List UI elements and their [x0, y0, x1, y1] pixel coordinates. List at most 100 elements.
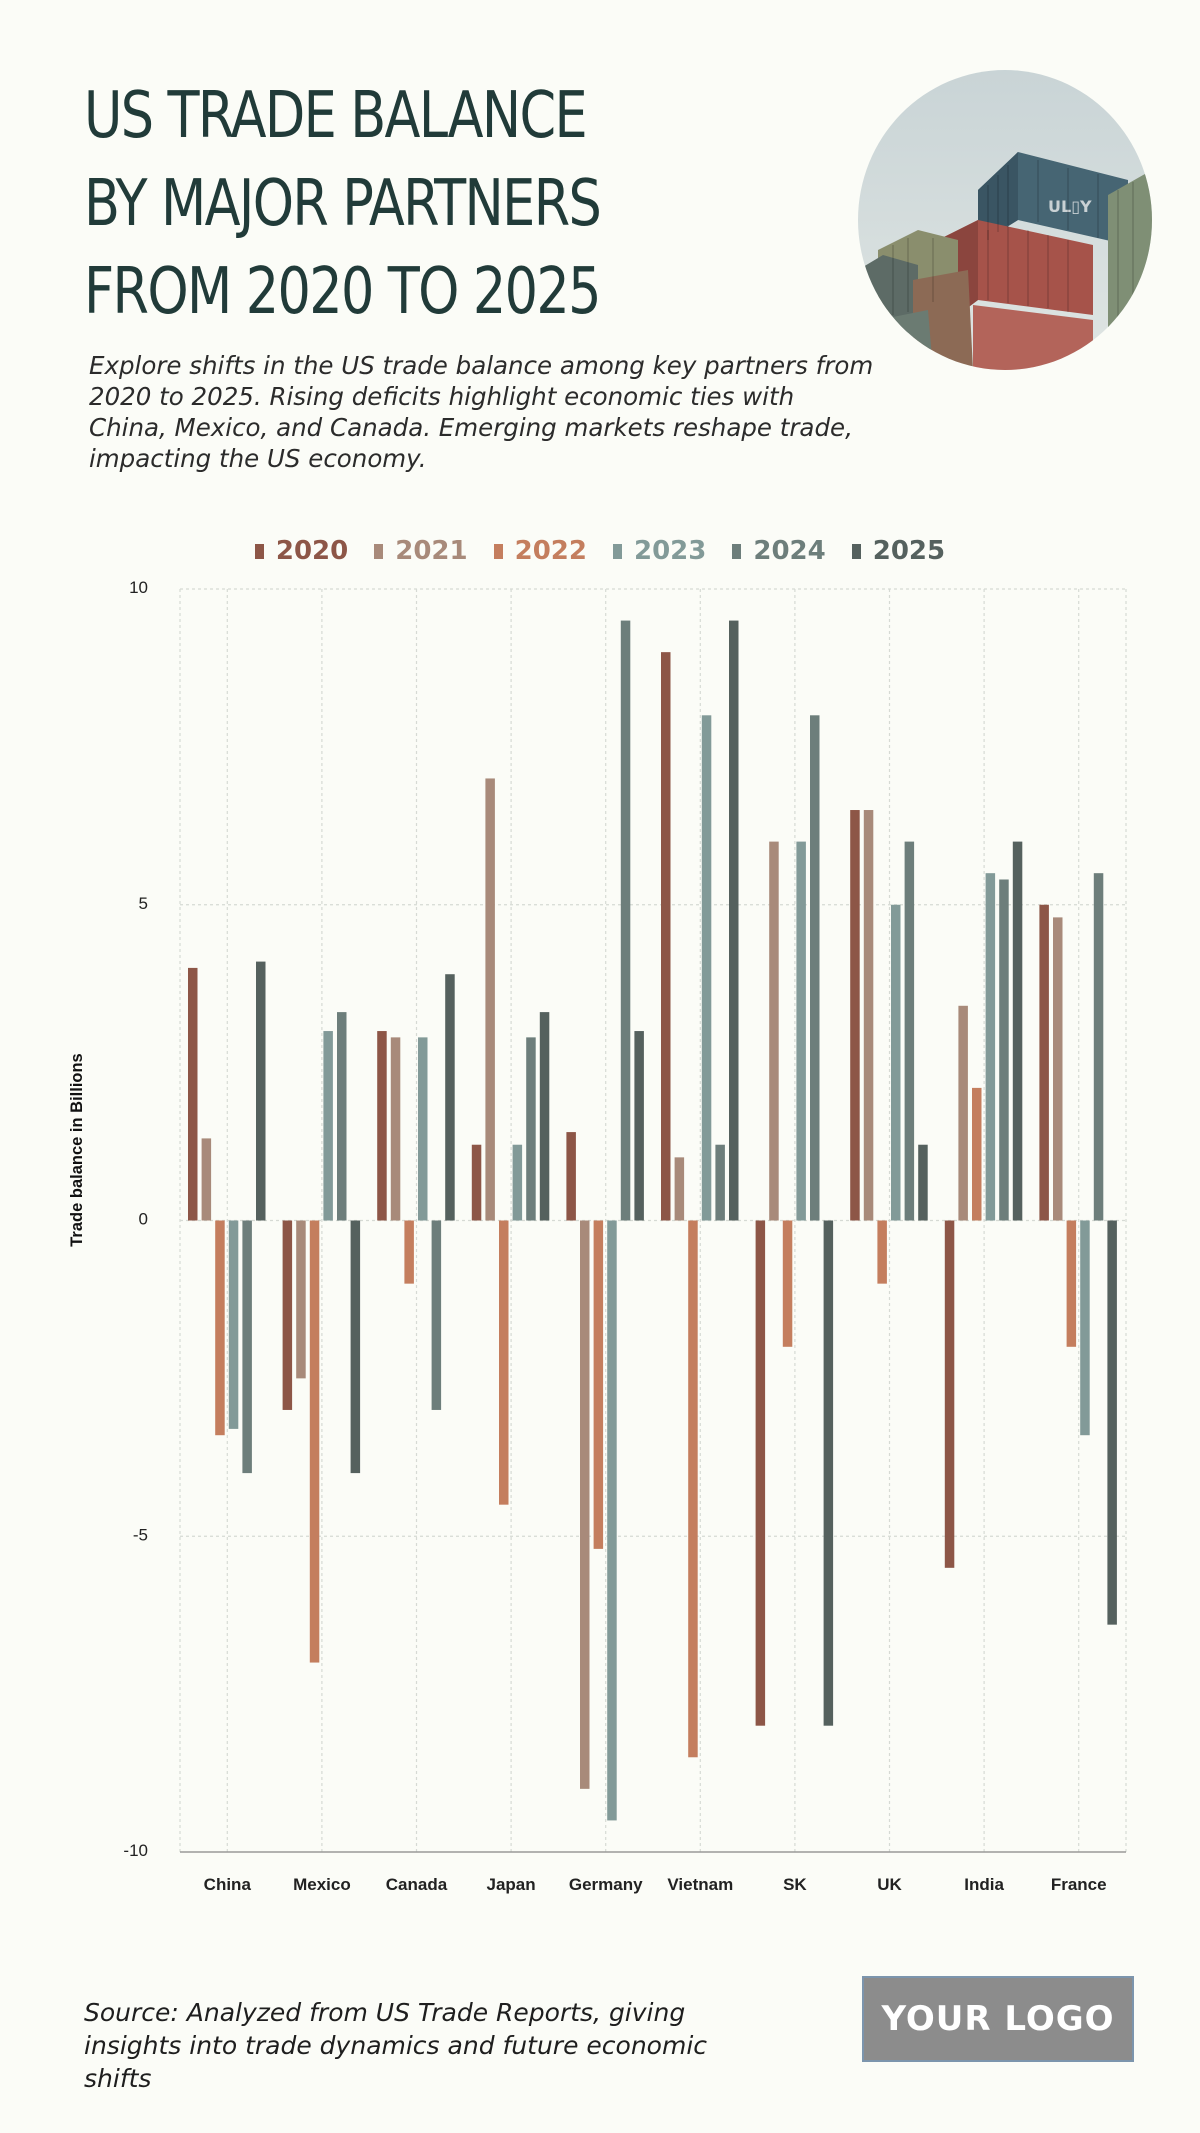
bar-2025-vietnam — [729, 620, 739, 1221]
bar-2024-mexico — [337, 1012, 347, 1221]
x-tick-label: UK — [877, 1875, 902, 1894]
bar-2022-uk — [877, 1220, 887, 1284]
x-tick-label: Canada — [386, 1875, 448, 1894]
bar-2021-uk — [863, 810, 874, 1221]
legend-label: 2023 — [634, 536, 707, 566]
bar-2020-france — [1039, 904, 1049, 1221]
bar-2023-sk — [796, 841, 806, 1221]
y-axis-title: Trade balance in Billions — [68, 1053, 86, 1246]
bar-2021-canada — [390, 1037, 401, 1221]
page-title: US TRADE BALANCE BY MAJOR PARTNERS FROM … — [84, 79, 602, 329]
bar-2024-germany — [620, 620, 631, 1221]
bar-2022-japan — [499, 1220, 509, 1505]
y-tick-label: -5 — [133, 1525, 148, 1544]
x-tick-label: Mexico — [293, 1875, 351, 1894]
y-tick-label: 5 — [139, 894, 148, 913]
bar-2020-canada — [377, 1031, 387, 1221]
bar-2022-mexico — [309, 1220, 320, 1663]
legend-item-2022: 2022 — [493, 536, 587, 566]
logo-placeholder: YOUR LOGO — [862, 1976, 1134, 2062]
legend-label: 2022 — [514, 536, 587, 566]
bar-2021-china — [201, 1138, 212, 1221]
bar-2023-china — [228, 1220, 239, 1429]
bar-2020-china — [188, 967, 198, 1221]
source-note: Source: Analyzed from US Trade Reports, … — [84, 1998, 708, 2093]
x-tick-label: India — [964, 1875, 1004, 1894]
legend-label: 2024 — [753, 536, 826, 566]
bar-2024-vietnam — [715, 1144, 725, 1221]
bar-2024-japan — [526, 1037, 536, 1221]
bar-2023-germany — [607, 1220, 617, 1821]
legend-swatch — [254, 543, 264, 559]
bar-2024-canada — [431, 1220, 442, 1410]
bar-2025-china — [256, 961, 266, 1221]
bar-2025-canada — [445, 974, 455, 1221]
legend-label: 2020 — [275, 536, 349, 566]
bar-2020-sk — [755, 1220, 766, 1726]
page-subtitle: Explore shifts in the US trade balance a… — [89, 351, 874, 473]
bar-chart: 10 5 0 -5 -10 China Mexico Canada Japan Germany Vi… — [68, 578, 1127, 1894]
bar-2021-france — [1053, 917, 1063, 1221]
bar-2023-uk — [891, 904, 901, 1221]
bar-2025-uk — [918, 1144, 928, 1221]
y-tick-label: -10 — [123, 1841, 148, 1860]
bar-2020-uk — [850, 810, 860, 1221]
bar-2020-vietnam — [661, 652, 671, 1221]
bar-2023-india — [985, 873, 996, 1221]
legend-item-2023: 2023 — [613, 536, 706, 566]
bar-2025-india — [1012, 841, 1023, 1221]
bar-2025-france — [1107, 1220, 1117, 1625]
bar-2021-mexico — [296, 1220, 306, 1379]
container-lettering: UL▯Y — [1048, 197, 1092, 216]
bar-2020-india — [944, 1220, 955, 1568]
bar-2024-france — [1093, 873, 1104, 1221]
x-tick-label: Vietnam — [667, 1875, 733, 1894]
bar-2020-germany — [566, 1132, 576, 1221]
legend-label: 2025 — [872, 536, 946, 566]
legend-item-2020: 2020 — [254, 536, 349, 566]
y-tick-label: 10 — [129, 578, 148, 597]
bar-2022-sk — [782, 1220, 793, 1347]
bar-2023-vietnam — [701, 715, 712, 1221]
bar-2025-sk — [823, 1220, 834, 1726]
legend-label: 2021 — [395, 536, 468, 566]
bar-2024-uk — [904, 841, 915, 1221]
bar-2020-japan — [471, 1144, 482, 1221]
legend-item-2024: 2024 — [732, 536, 826, 566]
x-tick-label: France — [1051, 1875, 1107, 1894]
bar-2022-france — [1066, 1220, 1077, 1347]
x-tick-label: Japan — [487, 1875, 536, 1894]
legend-swatch — [851, 543, 861, 559]
legend-swatch — [613, 543, 622, 559]
x-tick-label: SK — [783, 1875, 807, 1894]
chart-legend: 2020 2021 2022 2023 2024 2025 — [0, 536, 1200, 566]
legend-swatch — [374, 543, 384, 559]
legend-swatch — [493, 543, 503, 559]
bar-2024-china — [242, 1220, 252, 1474]
bar-2024-sk — [810, 715, 820, 1221]
bar-2021-india — [958, 1005, 968, 1221]
bar-2025-mexico — [350, 1220, 361, 1474]
y-tick-label: 0 — [139, 1210, 148, 1229]
x-tick-label: Germany — [569, 1875, 643, 1894]
bar-2021-germany — [580, 1220, 590, 1789]
bar-2022-germany — [593, 1220, 604, 1549]
bar-2024-india — [999, 879, 1009, 1221]
shipping-containers-photo: UL▯Y — [858, 70, 1152, 370]
bar-2022-vietnam — [688, 1220, 698, 1758]
bar-2023-japan — [512, 1144, 523, 1221]
legend-item-2025: 2025 — [851, 536, 946, 566]
bar-2025-japan — [539, 1012, 550, 1221]
legend-item-2021: 2021 — [374, 536, 468, 566]
bar-2021-japan — [485, 778, 495, 1221]
bar-2023-france — [1080, 1220, 1090, 1436]
bar-2022-china — [215, 1220, 225, 1436]
bar-2023-mexico — [323, 1031, 333, 1221]
bar-2021-vietnam — [674, 1157, 685, 1221]
legend-swatch — [732, 543, 742, 559]
bar-2022-canada — [404, 1220, 414, 1284]
x-tick-label: China — [204, 1875, 252, 1894]
bar-2025-germany — [634, 1031, 644, 1221]
bar-2020-mexico — [282, 1220, 293, 1410]
bar-2023-canada — [418, 1037, 428, 1221]
